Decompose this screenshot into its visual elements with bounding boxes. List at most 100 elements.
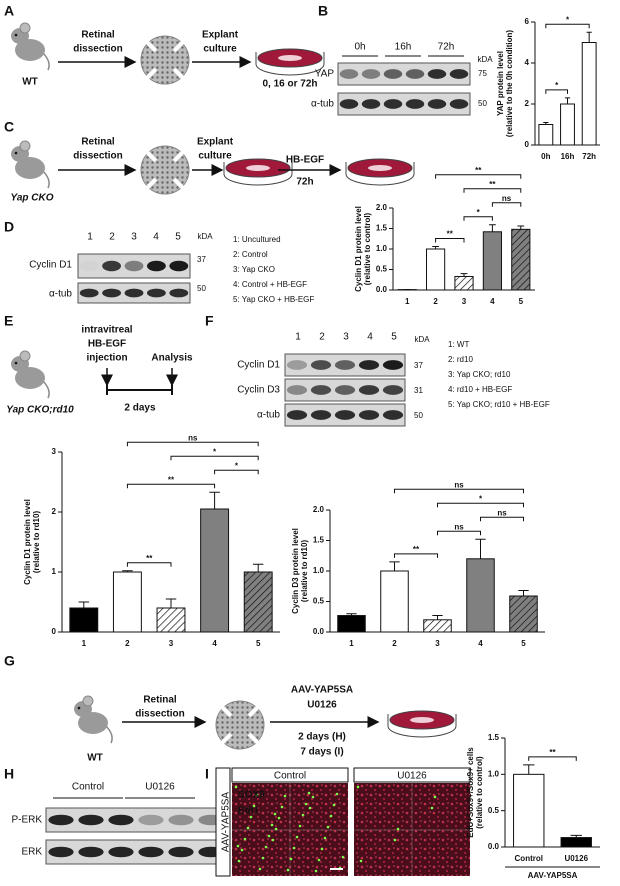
significance-bracket (491, 202, 522, 207)
blot-band (286, 360, 308, 370)
retina-cut (145, 150, 158, 163)
mouse-eye (14, 361, 18, 365)
blot-band (310, 385, 332, 395)
row-label: AAV-YAP5SA (221, 792, 232, 853)
bar (538, 124, 554, 146)
panel-letter: B (318, 3, 328, 19)
x-tick-label: 1 (405, 297, 410, 306)
bar (509, 595, 538, 633)
kda-label: kDA (197, 232, 213, 241)
significance-label: * (555, 81, 559, 90)
mouse-ear (19, 22, 31, 34)
x-tick-label: 2 (433, 297, 438, 306)
significance-bracket (463, 188, 522, 193)
edu-cell (292, 846, 296, 850)
blot-band (48, 846, 74, 858)
duration-label: 72h (296, 177, 313, 188)
significance-bracket (170, 455, 259, 461)
blot-band (310, 360, 332, 370)
significance-label: ns (188, 433, 198, 442)
blot-band (334, 410, 356, 420)
column-box (353, 767, 471, 783)
significance-label: ** (549, 748, 556, 757)
significance-label: * (477, 208, 481, 217)
treatment-label: AAV-YAP5SA (291, 685, 353, 696)
lane-label: 3 (131, 232, 137, 243)
edu-cell (295, 835, 299, 839)
blot-band (361, 99, 381, 109)
blot-band (382, 360, 404, 370)
edu-cell (271, 838, 275, 842)
blot-band (383, 99, 403, 109)
error-bar (475, 538, 486, 559)
edu-cell (317, 858, 321, 862)
blot-band (358, 410, 380, 420)
dish-explant (278, 55, 302, 61)
y-axis-label: Cyclin D1 protein level (354, 206, 363, 292)
edu-cell (280, 805, 284, 809)
error-bar (564, 97, 571, 104)
blot-band (168, 814, 194, 826)
edu-cell (273, 812, 277, 816)
blot-band (102, 288, 122, 298)
edu-cell (249, 815, 253, 819)
retina-cut (172, 150, 185, 163)
retina-cut (172, 40, 185, 53)
panel-letter: G (4, 653, 15, 669)
bar (581, 42, 597, 146)
bar (560, 103, 575, 146)
lane-label: 2 (109, 232, 115, 243)
significance-label: * (235, 461, 239, 470)
step-label: Retinal (81, 137, 115, 148)
bar (243, 571, 273, 633)
x-tick-label: 2 (392, 639, 397, 648)
error-bar (432, 615, 443, 620)
step-label: culture (198, 151, 232, 162)
mouse-body (78, 712, 108, 734)
blot-band (310, 410, 332, 420)
edu-cell (289, 857, 293, 861)
lane-label: 72h (438, 42, 455, 53)
blot-row-label: α-tub (257, 410, 280, 421)
x-tick-label: 5 (256, 639, 261, 648)
edu-cell (252, 804, 256, 808)
mouse-body (15, 39, 45, 61)
y-tick-label: 1.5 (488, 733, 500, 742)
bar (112, 571, 142, 633)
edu-cell (301, 813, 305, 817)
significance-label: ** (475, 166, 482, 175)
panel-letter: E (4, 313, 13, 329)
error-bar (209, 491, 220, 509)
significance-label: ** (146, 554, 153, 563)
retina-cut (145, 67, 158, 80)
y-tick-label: 2 (52, 507, 57, 516)
significance-label: * (566, 15, 570, 24)
bar (466, 558, 495, 633)
error-bar (389, 561, 400, 571)
blot-band (286, 385, 308, 395)
edu-cell (283, 794, 287, 798)
y-tick-label: 0.0 (376, 285, 388, 294)
x-tick-label: 3 (169, 639, 174, 648)
legend-item: 1: Uncultured (233, 235, 281, 244)
kda-value: 75 (478, 69, 487, 78)
step-label: Explant (202, 30, 239, 41)
panel-letter: H (4, 766, 14, 782)
error-bar (252, 563, 264, 572)
x-tick-label: 4 (478, 639, 483, 648)
lane-label: 4 (367, 332, 373, 343)
edu-cell (433, 795, 437, 799)
edu-cell (255, 793, 259, 797)
edu-cell (270, 823, 274, 827)
y-axis-label: (relative to rd10) (300, 540, 309, 603)
blot-band (124, 288, 144, 298)
edu-cell (341, 855, 345, 859)
blot-band (124, 260, 144, 272)
x-tick-label: U0126 (564, 854, 588, 863)
blot-band (146, 260, 166, 272)
blot-row-label: ERK (21, 847, 42, 858)
error-bar (488, 224, 496, 232)
y-tick-label: 1 (52, 567, 57, 576)
x-tick-label: 5 (521, 639, 526, 648)
step-label: Explant (197, 137, 234, 148)
